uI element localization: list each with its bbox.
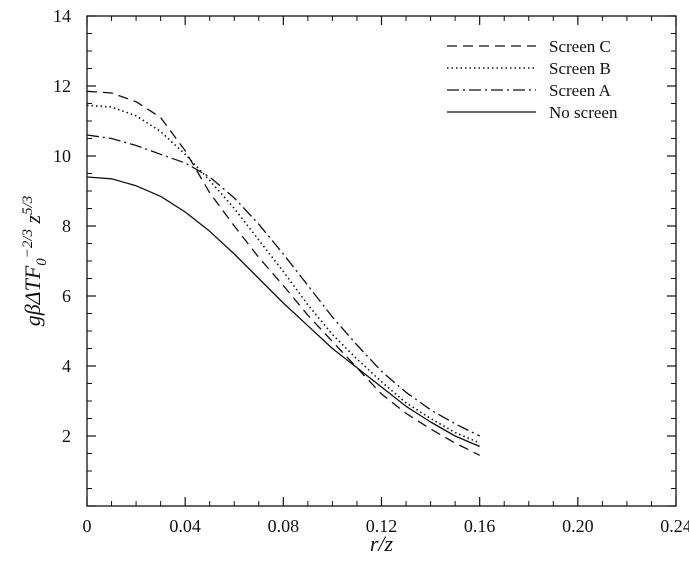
y-tick-label: 8 — [62, 216, 71, 236]
legend-label-screen-c: Screen C — [549, 37, 611, 56]
x-tick-label: 0.04 — [169, 516, 201, 536]
y-tick-label: 10 — [53, 146, 71, 166]
series-line-no-screen — [86, 176, 480, 448]
x-tick-label: 0.24 — [660, 516, 689, 536]
y-tick-label: 6 — [62, 286, 71, 306]
x-axis-label: r/z — [370, 531, 394, 556]
legend: Screen C Screen B Screen A No screen — [447, 37, 618, 122]
x-tick-label: 0.12 — [366, 516, 398, 536]
y-tick-label: 4 — [62, 356, 71, 376]
series-line-screen-a — [86, 134, 480, 437]
x-tick-label: 0.20 — [562, 516, 594, 536]
legend-label-screen-a: Screen A — [549, 81, 612, 100]
series-line-screen-c — [86, 90, 480, 456]
legend-label-no-screen: No screen — [549, 103, 618, 122]
x-tick-label: 0.16 — [464, 516, 496, 536]
tick-labels: 0 0.04 0.08 0.12 0.16 0.20 0.24 2 4 6 8 10 12 14 — [53, 6, 689, 536]
y-tick-label: 2 — [62, 426, 71, 446]
series-line-screen-b — [86, 104, 481, 444]
y-tick-label: 12 — [53, 76, 71, 96]
x-tick-label: 0.08 — [268, 516, 300, 536]
axis-labels: r/z gβΔTF0−2/3 z5/3 — [20, 196, 394, 556]
x-tick-label: 0 — [83, 516, 92, 536]
axis-ticks — [86, 15, 677, 507]
legend-label-screen-b: Screen B — [549, 59, 611, 78]
series-lines — [86, 90, 481, 456]
y-tick-label: 14 — [53, 6, 71, 26]
y-axis-label: gβΔTF0−2/3 z5/3 — [20, 196, 50, 327]
